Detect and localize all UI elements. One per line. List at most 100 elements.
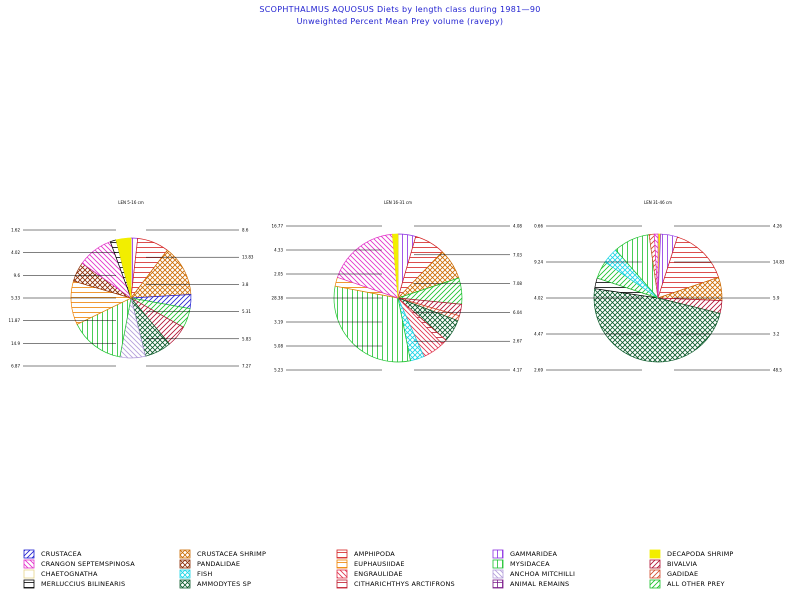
slice-value-label: 16.77 <box>272 224 284 229</box>
slice-value-label: 6.87 <box>11 364 20 369</box>
legend-swatch <box>492 549 504 559</box>
legend-label: MERLUCCIUS BILINEARIS <box>41 580 125 588</box>
legend-swatch <box>179 569 191 579</box>
chart-title: SCOPHTHALMUS AQUOSUS Diets by length cla… <box>259 5 540 14</box>
legend-label: CRUSTACEA <box>41 550 82 558</box>
slice-value-label: 4.08 <box>513 224 522 229</box>
legend-swatch <box>179 549 191 559</box>
slice-value-label: 6.04 <box>513 310 522 315</box>
slice-value-label: 8.6 <box>242 228 249 233</box>
legend-item-ammodytes-sp: AMMODYTES SP <box>179 579 251 589</box>
legend-item-all-other-prey: ALL OTHER PREY <box>649 579 725 589</box>
slice-value-label: 4.02 <box>11 250 20 255</box>
chart-subtitle: Unweighted Percent Mean Prey volume (rav… <box>297 17 504 26</box>
pie-chart-3: LEN 31-46 cm 0.66 9.24 4.02 4.47 2.69 4.26 14.8… <box>534 200 785 373</box>
legend-swatch <box>336 559 348 569</box>
legend-label: ANIMAL REMAINS <box>510 580 569 588</box>
legend-swatch <box>179 559 191 569</box>
pie-slice-decapoda-shrimp <box>115 237 132 299</box>
legend-item-animal-remains: ANIMAL REMAINS <box>492 579 569 589</box>
legend-label: GADIDAE <box>667 570 698 578</box>
slice-value-label: 5.23 <box>274 368 283 373</box>
legend-label: PANDALIDAE <box>197 560 240 568</box>
pie-charts: LEN 5-16 cm 1.62 4.02 9.6 5.33 11.87 14.9 6.87 8… <box>9 200 785 373</box>
slice-value-label: 14.9 <box>11 341 20 346</box>
legend-item-citharichthys-arctifrons: CITHARICHTHYS ARCTIFRONS <box>336 579 455 589</box>
legend-swatch <box>492 559 504 569</box>
slice-value-label: 5.33 <box>11 296 20 301</box>
slice-value-label: 4.26 <box>773 224 782 229</box>
slice-value-label: 5.83 <box>242 336 251 341</box>
legend: CRUSTACEA CRUSTACEA SHRIMP AMPHIPODA GAMMAR… <box>23 549 734 589</box>
legend-label: AMMODYTES SP <box>197 580 251 588</box>
slice-value-label: 4.17 <box>513 368 522 373</box>
slice-value-label: 7.27 <box>242 364 251 369</box>
pie-chart-1: LEN 5-16 cm 1.62 4.02 9.6 5.33 11.87 14.9 6.87 8… <box>9 200 254 369</box>
legend-swatch <box>23 559 35 569</box>
legend-label: CITHARICHTHYS ARCTIFRONS <box>354 580 455 588</box>
slice-value-label: 5.08 <box>274 344 283 349</box>
legend-swatch <box>23 569 35 579</box>
slice-value-label: 7.08 <box>513 281 522 286</box>
legend-label: ANCHOA MITCHILLI <box>510 570 575 578</box>
legend-item-fish: FISH <box>179 569 212 579</box>
slice-value-label: 9.24 <box>534 260 543 265</box>
pie-slice-ammodytes-sp <box>593 288 721 363</box>
legend-swatch <box>179 579 191 589</box>
legend-label: CHAETOGNATHA <box>41 570 98 578</box>
legend-item-gadidae: GADIDAE <box>649 569 698 579</box>
legend-swatch <box>23 579 35 589</box>
legend-item-crustacea-shrimp: CRUSTACEA SHRIMP <box>179 549 266 559</box>
legend-label: BIVALVIA <box>667 560 698 568</box>
slice-value-label: 4.47 <box>534 332 543 337</box>
legend-label: CRANGON SEPTEMSPINOSA <box>41 560 135 568</box>
legend-swatch <box>492 569 504 579</box>
legend-item-merluccius-bilinearis: MERLUCCIUS BILINEARIS <box>23 579 125 589</box>
slice-value-label: 3.19 <box>274 320 283 325</box>
legend-swatch <box>649 559 661 569</box>
legend-item-bivalvia: BIVALVIA <box>649 559 698 569</box>
legend-swatch <box>336 579 348 589</box>
pie-slice-decapoda-shrimp <box>392 233 399 299</box>
legend-item-amphipoda: AMPHIPODA <box>336 549 395 559</box>
pie-slice-crangon-septemspinosa <box>653 233 659 299</box>
legend-label: FISH <box>197 570 212 578</box>
pie-chart-2: LEN 16-31 cm 16.77 4.33 2.05 28.38 3.19 5.08 5.… <box>272 200 523 373</box>
legend-item-chaetognatha: CHAETOGNATHA <box>23 569 98 579</box>
slice-value-label: 3.2 <box>773 332 780 337</box>
legend-label: MYSIDACEA <box>510 560 550 568</box>
slice-value-label: 0.66 <box>534 224 543 229</box>
legend-item-engraulidae: ENGRAULIDAE <box>336 569 403 579</box>
legend-label: ENGRAULIDAE <box>354 570 403 578</box>
slice-value-label: 4.02 <box>534 296 543 301</box>
slice-value-label: 2.67 <box>513 339 522 344</box>
legend-item-decapoda-shrimp: DECAPODA SHRIMP <box>649 549 734 559</box>
slice-value-label: 48.5 <box>773 368 782 373</box>
slice-value-label: 14.83 <box>773 260 785 265</box>
slice-value-label: 11.87 <box>9 318 21 323</box>
pie-title: LEN 16-31 cm <box>384 200 412 205</box>
legend-swatch <box>336 569 348 579</box>
legend-swatch <box>649 569 661 579</box>
pie-slice-amphipoda <box>657 236 719 299</box>
slice-value-label: 13.83 <box>242 255 254 260</box>
pie-title: LEN 5-16 cm <box>118 200 144 205</box>
legend-label: ALL OTHER PREY <box>667 580 725 588</box>
pie-slice-mysidacea <box>76 297 132 358</box>
slice-value-label: 2.69 <box>534 368 543 373</box>
legend-label: GAMMARIDEA <box>510 550 557 558</box>
legend-item-euphausiidae: EUPHAUSIIDAE <box>336 559 404 569</box>
legend-item-anchoa-mitchilli: ANCHOA MITCHILLI <box>492 569 575 579</box>
legend-item-crangon-septemspinosa: CRANGON SEPTEMSPINOSA <box>23 559 135 569</box>
pie-slice-crangon-septemspinosa <box>336 233 399 299</box>
legend-item-crustacea: CRUSTACEA <box>23 549 82 559</box>
legend-label: DECAPODA SHRIMP <box>667 550 734 558</box>
slice-value-label: 4.33 <box>274 248 283 253</box>
legend-item-mysidacea: MYSIDACEA <box>492 559 550 569</box>
legend-swatch <box>492 579 504 589</box>
legend-label: AMPHIPODA <box>354 550 395 558</box>
slice-value-label: 1.62 <box>11 228 20 233</box>
slice-value-label: 2.05 <box>274 272 283 277</box>
slice-value-label: 3.8 <box>242 282 249 287</box>
